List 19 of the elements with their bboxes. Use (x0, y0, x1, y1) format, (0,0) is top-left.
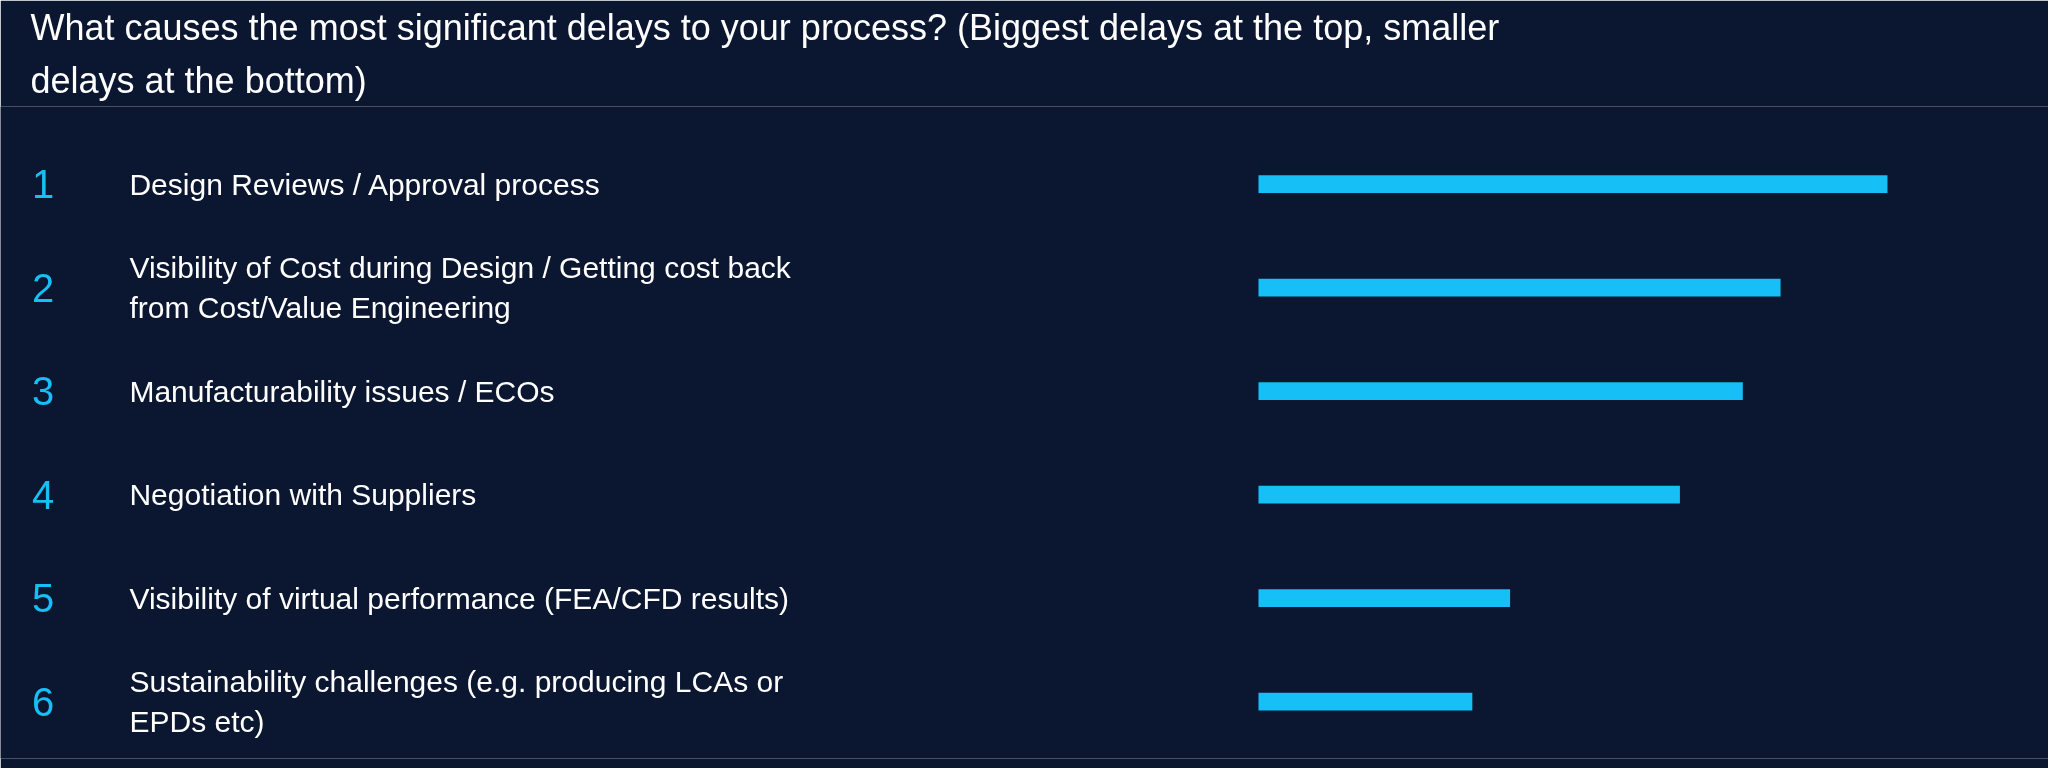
bar (1258, 485, 1680, 504)
y-tick-label: Visibility of Cost during Design / Getting cost back from Cost/Value Engineering (129, 251, 792, 324)
text: 2 (31, 265, 55, 310)
text: 5 (31, 576, 55, 621)
y-tick-label: Design Reviews / Approval process (129, 167, 600, 201)
y-tick-label: Sustainability challenges (e.g. producing LCAs or EPDs etc) (129, 665, 784, 738)
bar (1258, 278, 1781, 297)
text: 6 (31, 679, 55, 724)
bar (1258, 175, 1888, 193)
text: What causes the most significant delays to your process? (Biggest delays at the top, smaller delays at the bottom) (30, 7, 1500, 102)
bar (1258, 589, 1511, 607)
text: 4 (31, 472, 55, 517)
text: 1 (31, 162, 55, 207)
y-tick-label: Negotiation with Suppliers (129, 478, 477, 512)
bar (1258, 692, 1473, 711)
y-tick-label: Manufacturability issues / ECOs (129, 374, 555, 408)
text: 3 (31, 369, 55, 414)
y-tick-label: Visibility of virtual performance (FEA/CFD results) (129, 581, 790, 615)
bar (1258, 382, 1743, 400)
